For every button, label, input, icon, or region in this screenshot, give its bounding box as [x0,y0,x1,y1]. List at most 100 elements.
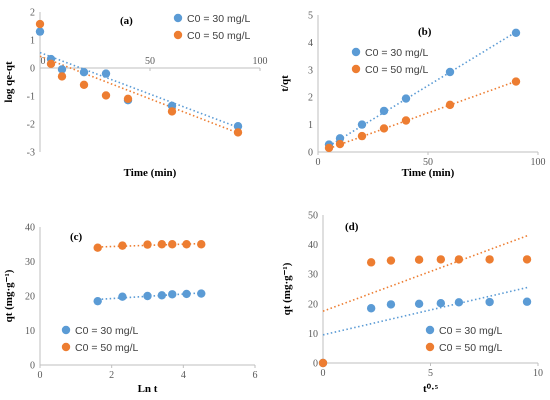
legend-marker [351,47,361,57]
data-point-c0-30 [485,297,494,307]
panel-label: (b) [418,26,432,38]
data-point-c0-30 [197,289,206,298]
x-tick-label: 6 [253,370,258,381]
data-point-c0-30 [233,122,243,131]
trendline-c0-50 [328,80,517,150]
data-point-c0-30 [445,67,455,77]
legend-marker [173,30,183,40]
data-point-c0-50 [414,255,424,264]
data-point-c0-30 [379,106,389,116]
data-point-c0-50 [386,256,396,265]
y-tick-label: 40 [25,223,35,234]
x-tick-label: 50 [423,157,433,168]
data-point-c0-50 [318,358,328,368]
x-tick-label: 0 [38,370,43,381]
x-tick-label: 0 [41,56,46,67]
data-point-c0-30 [157,291,167,300]
y-tick-label: 0 [313,359,318,370]
data-point-c0-50 [57,72,67,81]
data-point-c0-30 [57,65,67,74]
y-tick-label: 10 [308,329,318,340]
x-tick-label: 0 [316,157,321,168]
data-point-c0-30 [101,69,111,78]
y-axis-title: qt (mg·g⁻¹) [281,262,293,315]
data-point-c0-30 [386,300,396,309]
data-point-c0-50 [167,107,177,116]
y-tick-label: 0 [30,64,35,75]
data-point-c0-30 [93,296,102,306]
y-tick-label: 2 [308,93,313,104]
data-point-c0-30 [335,134,345,143]
x-tick-label: 50 [145,56,155,67]
y-axis-title: log qe-qt [3,61,15,103]
data-point-c0-30 [522,297,532,306]
y-tick-label: 30 [25,257,35,268]
legend-marker [351,64,361,74]
data-point-c0-30 [366,304,376,313]
chart-panel-3: 0 2 4 6 0 10 20 30 40 Ln t qt (mg·g⁻¹) (c) C0 = 30 m… [3,223,258,396]
y-tick-label: 1 [30,36,35,47]
data-point-c0-50 [401,116,411,125]
y-axis-title: qt (mg·g⁻¹) [3,269,15,322]
y-tick-label: 0 [308,148,313,159]
data-point-c0-50 [182,240,191,249]
x-tick-label: 5 [428,368,433,379]
data-point-c0-30 [436,299,446,308]
data-point-c0-50 [379,124,389,133]
chart-panel-4: 0 5 10 0 10 20 30 40 50 t⁰·⁵ qt (mg·g⁻¹) (d) C0 = 30… [281,211,543,396]
panel-label: (a) [120,15,133,27]
legend-label: C0 = 30 mg/L [75,325,138,337]
data-point-c0-50 [79,80,89,90]
data-point-c0-50 [93,243,102,252]
legend-label: C0 = 50 mg/L [75,342,138,354]
trendline-c0-30 [322,286,528,336]
x-tick-label: 100 [531,157,546,168]
legend-label: C0 = 30 mg/L [439,325,502,337]
y-tick-label: -3 [27,148,35,159]
x-tick-label: 2 [109,370,114,381]
y-axis-title: t/qt [279,75,291,92]
data-point-c0-30 [454,298,464,307]
x-tick-label: 0 [321,368,326,379]
data-point-c0-50 [357,131,367,141]
legend-label: C0 = 50 mg/L [187,30,250,42]
y-tick-label: 1 [308,120,313,131]
data-point-c0-30 [414,299,424,308]
data-point-c0-50 [335,139,345,149]
y-tick-label: 20 [25,292,35,303]
y-tick-label: 0 [30,361,35,372]
data-point-c0-50 [436,255,446,264]
legend-marker [61,342,71,352]
data-point-c0-30 [357,120,367,129]
legend-label: C0 = 50 mg/L [365,64,428,76]
data-point-c0-30 [118,292,127,301]
data-point-c0-30 [168,290,177,299]
x-axis-title: Ln t [138,383,158,395]
data-point-c0-50 [445,100,455,110]
legend-label: C0 = 50 mg/L [439,342,502,354]
x-axis-title: t⁰·⁵ [423,383,439,395]
legend-label: C0 = 30 mg/L [187,13,250,25]
data-point-c0-50 [485,255,494,264]
data-point-c0-50 [101,91,111,100]
y-tick-label: 2 [30,8,35,19]
trendline-c0-50 [97,242,202,248]
data-point-c0-30 [143,291,152,301]
data-point-c0-30 [401,94,411,103]
data-point-c0-50 [118,241,127,250]
data-point-c0-50 [168,240,177,249]
legend-marker [425,325,435,335]
panel-label: (d) [345,221,359,233]
data-point-c0-50 [143,240,152,249]
data-point-c0-30 [511,28,521,38]
data-point-c0-50 [157,240,167,249]
data-point-c0-50 [454,255,464,264]
trendline-c0-50 [39,55,239,134]
legend-marker [425,342,435,352]
y-tick-label: 50 [308,211,318,222]
legend-marker [61,325,71,335]
data-point-c0-50 [123,94,133,104]
data-point-c0-50 [511,77,521,86]
trendline-c0-30 [39,51,239,129]
